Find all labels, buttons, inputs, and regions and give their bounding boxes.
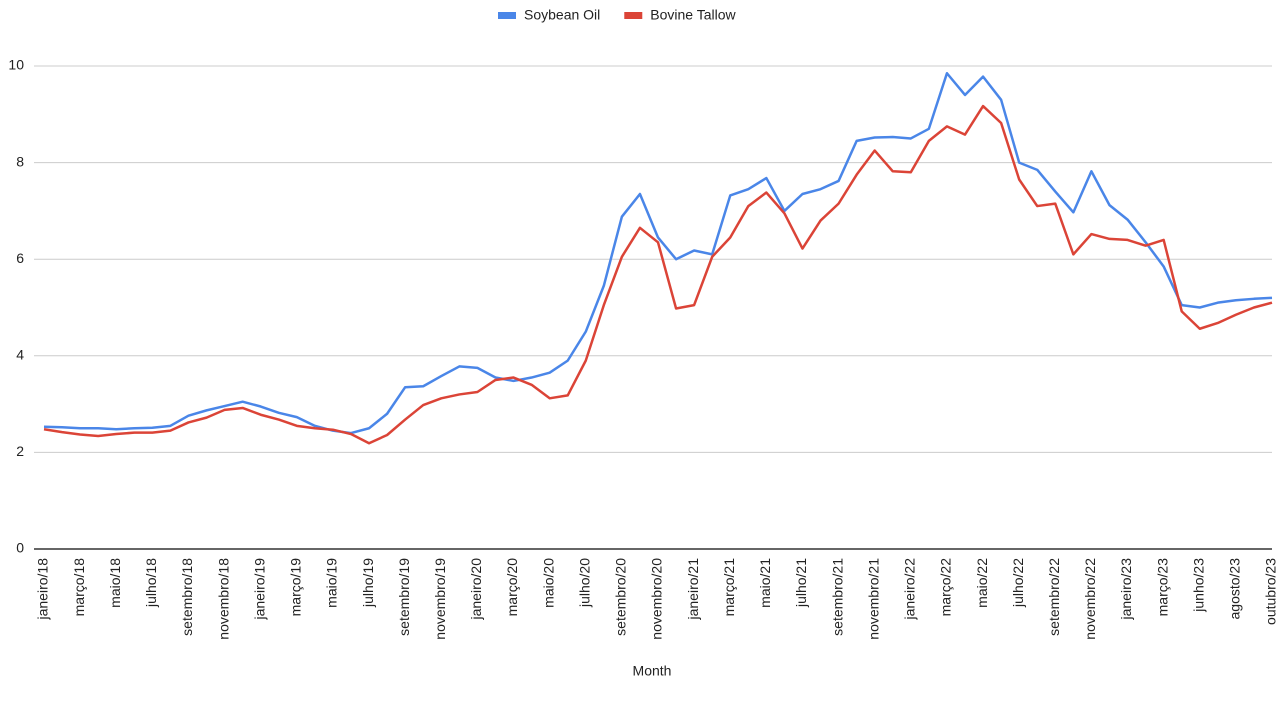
x-tick-label: julho/18 bbox=[143, 558, 159, 608]
x-tick-label: julho/21 bbox=[793, 558, 809, 608]
x-tick-label: março/23 bbox=[1154, 558, 1170, 617]
y-tick-label: 0 bbox=[16, 540, 24, 556]
legend: Soybean Oil Bovine Tallow bbox=[498, 7, 737, 23]
x-tick-label: março/21 bbox=[721, 558, 737, 617]
x-tick-label: novembro/21 bbox=[865, 558, 881, 640]
x-tick-label: maio/19 bbox=[324, 558, 340, 608]
y-tick-label: 2 bbox=[16, 443, 24, 459]
x-tick-label: novembro/19 bbox=[432, 558, 448, 640]
x-tick-label: janeiro/18 bbox=[35, 558, 51, 621]
x-axis-title: Month bbox=[633, 663, 672, 679]
x-tick-label: agosto/23 bbox=[1227, 558, 1243, 620]
x-tick-label: maio/18 bbox=[107, 558, 123, 608]
x-tick-label: junho/23 bbox=[1190, 558, 1206, 613]
series-line bbox=[43, 104, 1273, 445]
x-tick-label: julho/20 bbox=[576, 558, 592, 608]
x-tick-label: setembro/21 bbox=[829, 558, 845, 636]
x-tick-label: janeiro/20 bbox=[468, 558, 484, 621]
legend-label: Bovine Tallow bbox=[650, 7, 736, 23]
x-tick-label: janeiro/19 bbox=[251, 558, 267, 621]
x-tick-label: março/22 bbox=[938, 558, 954, 617]
x-tick-label: setembro/19 bbox=[396, 558, 412, 636]
series-line bbox=[43, 72, 1273, 435]
x-tick-label: novembro/22 bbox=[1082, 558, 1098, 640]
y-tick-label: 4 bbox=[16, 347, 24, 363]
x-tick-label: julho/22 bbox=[1010, 558, 1026, 608]
x-tick-label: maio/21 bbox=[757, 558, 773, 608]
y-tick-label: 6 bbox=[16, 250, 24, 266]
y-tick-label: 8 bbox=[16, 153, 24, 169]
x-tick-label: maio/20 bbox=[540, 558, 556, 608]
x-tick-label: maio/22 bbox=[974, 558, 990, 608]
y-tick-label: 10 bbox=[8, 57, 24, 73]
legend-label: Soybean Oil bbox=[524, 7, 600, 23]
x-tick-label: março/20 bbox=[504, 558, 520, 617]
x-tick-label: janeiro/21 bbox=[685, 558, 701, 621]
x-tick-label: setembro/22 bbox=[1046, 558, 1062, 636]
x-tick-label: março/18 bbox=[71, 558, 87, 617]
x-tick-label: setembro/20 bbox=[613, 558, 629, 636]
x-tick-label: novembro/18 bbox=[215, 558, 231, 640]
x-tick-label: outubro/23 bbox=[1263, 558, 1279, 625]
x-tick-label: julho/19 bbox=[360, 558, 376, 608]
x-tick-label: setembro/18 bbox=[179, 558, 195, 636]
x-tick-label: novembro/20 bbox=[649, 558, 665, 640]
legend-swatch bbox=[498, 12, 516, 19]
x-tick-label: março/19 bbox=[288, 558, 304, 617]
x-tick-label: janeiro/23 bbox=[1118, 558, 1134, 621]
legend-swatch bbox=[624, 12, 643, 19]
x-tick-label: janeiro/22 bbox=[902, 558, 918, 621]
